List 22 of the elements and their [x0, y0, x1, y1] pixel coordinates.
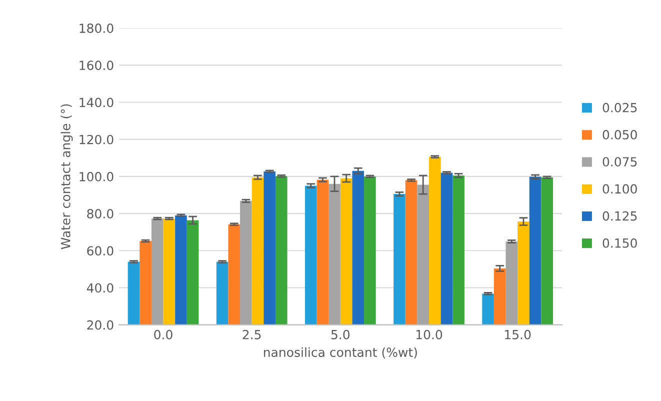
y-axis-title: Water contact angle (°): [60, 104, 73, 250]
legend-label: 0.125: [602, 211, 637, 221]
y-tick-label: 80.0: [87, 209, 114, 218]
y-tick-label: 160.0: [80, 60, 114, 70]
y-tick-label: 180.0: [80, 24, 114, 33]
legend-label: 0.050: [602, 130, 637, 140]
y-tick-label: 140.0: [80, 98, 114, 108]
legend-label: 0.150: [602, 238, 637, 248]
y-tick-label: 120.0: [80, 134, 114, 144]
legend-label: 0.100: [602, 184, 637, 194]
x-axis-title: nanosilica contant (%wt): [264, 347, 417, 358]
x-tick-label: 5.0: [331, 330, 350, 340]
y-tick-label: 100.0: [80, 172, 114, 182]
x-tick-label: 10.0: [416, 330, 442, 340]
y-tick-label: 20.0: [87, 320, 114, 330]
x-tick-label: 0.0: [154, 330, 172, 340]
x-tick-label: 15.0: [505, 330, 531, 340]
y-tick-label: 40.0: [86, 283, 114, 293]
legend-label: 0.075: [602, 157, 637, 167]
legend-label: 0.025: [602, 102, 637, 112]
x-tick-label: 2.5: [242, 330, 261, 340]
y-tick-label: 60.0: [87, 246, 114, 256]
